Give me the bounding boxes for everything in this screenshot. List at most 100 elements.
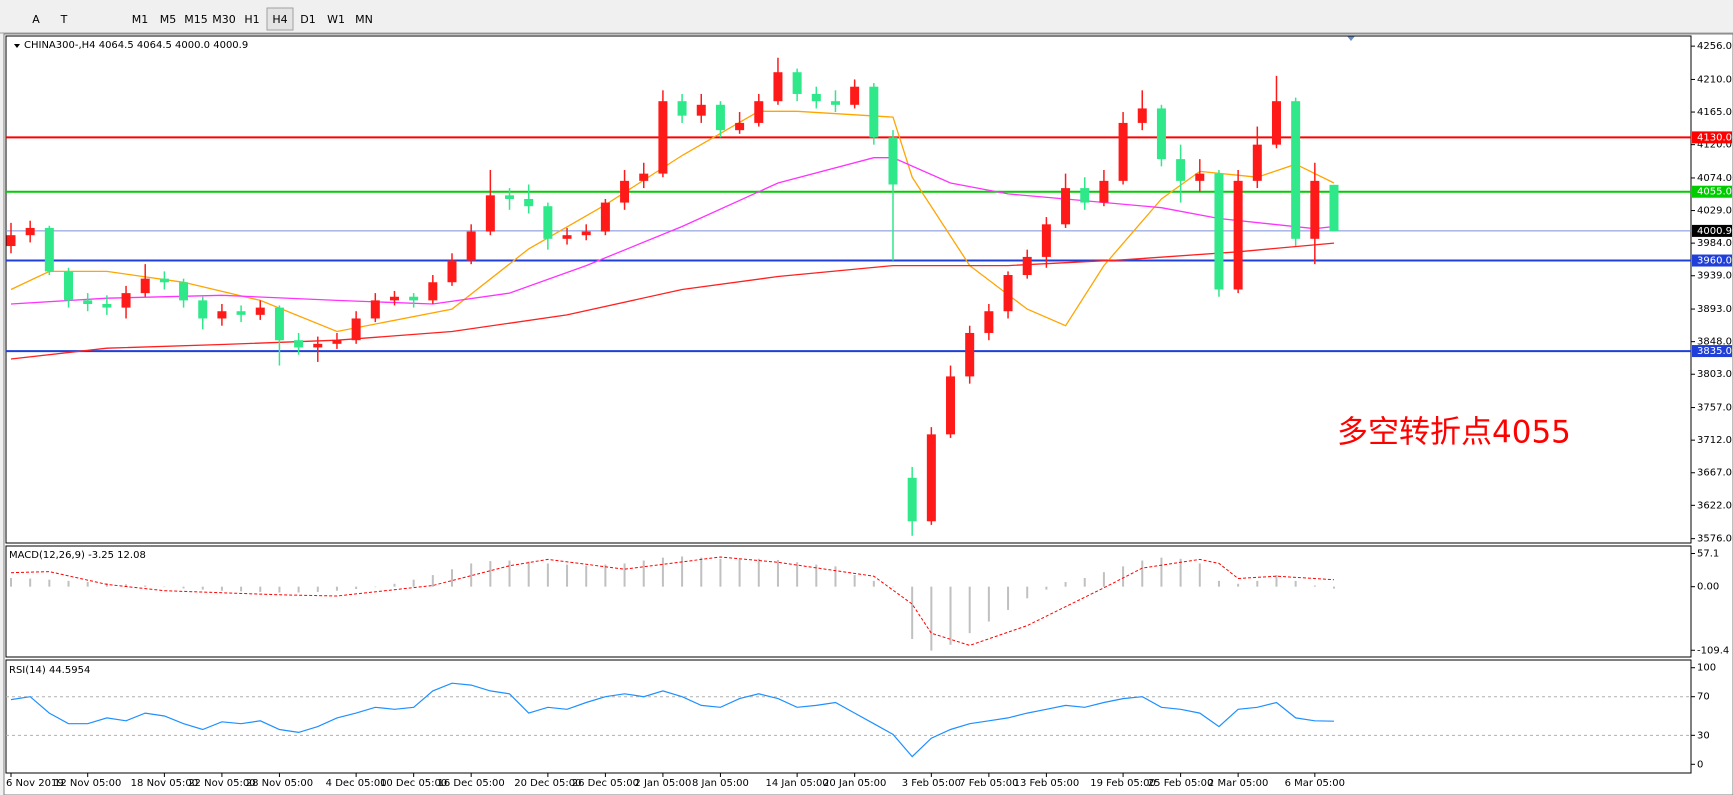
candle-body — [159, 278, 169, 283]
y-tick-label: 4210.0 — [1697, 74, 1732, 85]
tool-button[interactable]: T — [60, 13, 68, 26]
candle-body — [754, 101, 764, 123]
candle-body — [620, 180, 630, 203]
timeframe-button[interactable]: W1 — [327, 13, 345, 26]
timeframe-button[interactable]: M5 — [160, 13, 177, 26]
x-tick-label: 26 Dec 05:00 — [572, 778, 639, 789]
candle-body — [869, 86, 879, 138]
candle-body — [715, 104, 725, 131]
y-tick-label: 4074.0 — [1697, 173, 1732, 184]
macd-bar — [355, 586, 358, 590]
x-tick-label: 18 Nov 05:00 — [131, 778, 198, 789]
candle-body — [294, 340, 304, 348]
x-tick-label: 4 Dec 05:00 — [326, 778, 387, 789]
macd-bar — [949, 586, 952, 645]
y-tick-label: 70 — [1697, 692, 1710, 703]
candle-body — [351, 318, 361, 341]
x-tick-label: 20 Jan 05:00 — [823, 778, 886, 789]
candle-body — [466, 231, 476, 261]
timeframe-button[interactable]: H1 — [244, 13, 259, 26]
macd-bar — [163, 586, 166, 588]
candle-body — [677, 101, 687, 116]
timeframe-button[interactable]: MN — [355, 13, 373, 26]
candle-body — [926, 434, 936, 522]
candle-body — [792, 72, 802, 94]
candle-body — [1291, 101, 1301, 239]
y-tick-label: 3803.0 — [1697, 369, 1732, 380]
x-tick-label: 7 Feb 05:00 — [959, 778, 1018, 789]
candle-body — [1329, 184, 1339, 231]
macd-bar — [1026, 586, 1029, 599]
candle-body — [370, 300, 380, 319]
candle-body — [1156, 108, 1166, 160]
macd-signal — [10, 556, 1335, 646]
candle-body — [1233, 180, 1243, 290]
candle-body — [562, 235, 572, 239]
candle-body — [102, 303, 112, 308]
candle-body — [1061, 188, 1071, 225]
macd-bar — [566, 564, 569, 587]
y-tick-label: 3984.0 — [1697, 238, 1732, 249]
toolbar-bg — [0, 0, 1733, 33]
x-tick-label: 12 Nov 05:00 — [54, 778, 121, 789]
macd-bar — [815, 564, 818, 587]
x-tick-label: 16 Dec 05:00 — [438, 778, 505, 789]
price-level-label: 3960.0 — [1697, 256, 1732, 267]
rsi-title: RSI(14) 44.5954 — [9, 665, 90, 676]
candle-body — [332, 340, 342, 344]
candle-body — [581, 231, 591, 236]
macd-bar — [527, 561, 530, 587]
timeframe-button[interactable]: D1 — [300, 13, 315, 26]
price-level-tag — [1692, 254, 1732, 267]
macd-bar — [1256, 580, 1259, 587]
toolbar: A T M1 M5 M15 M30 H1 H4 D1 W1 MN — [32, 7, 373, 31]
x-tick-label: 13 Feb 05:00 — [1014, 778, 1080, 789]
macd-bar — [1141, 560, 1144, 587]
y-tick-label: 3757.0 — [1697, 403, 1732, 414]
moving-average — [10, 157, 1335, 305]
candle-body — [447, 260, 457, 283]
macd-bar — [585, 565, 588, 587]
candle-body — [773, 72, 783, 102]
timeframe-button[interactable]: M30 — [212, 13, 236, 26]
macd-bar — [1275, 575, 1278, 587]
tool-button[interactable]: A — [32, 13, 40, 26]
timeframe-button[interactable]: H4 — [272, 13, 287, 26]
macd-bar — [623, 563, 626, 587]
price-level-tag — [1692, 224, 1732, 237]
candle-body — [600, 202, 610, 232]
candle-body — [255, 307, 265, 315]
candle-body — [389, 296, 399, 301]
candle-body — [1310, 180, 1320, 239]
macd-bar — [738, 559, 741, 587]
candle-body — [485, 195, 495, 232]
macd-bar — [1064, 582, 1067, 587]
candle-body — [83, 300, 93, 304]
candle-body — [64, 271, 74, 301]
macd-bar — [1122, 566, 1125, 587]
candle-body — [946, 376, 956, 435]
candle-body — [1118, 122, 1128, 181]
x-tick-label: 6 Mar 05:00 — [1285, 778, 1345, 789]
macd-bar — [125, 584, 128, 587]
candle-body — [543, 206, 553, 239]
y-tick-label: 57.1 — [1697, 548, 1719, 559]
candle-body — [984, 311, 994, 333]
price-level-label: 4000.9 — [1697, 226, 1732, 237]
macd-bar — [374, 586, 377, 588]
timeframe-button[interactable]: M1 — [132, 13, 149, 26]
candle-body — [696, 104, 706, 116]
macd-bar — [278, 586, 281, 593]
timeframe-button[interactable]: M15 — [184, 13, 208, 26]
x-tick-label: 8 Jan 05:00 — [692, 778, 749, 789]
candle-body — [965, 332, 975, 377]
candle-body — [428, 282, 438, 301]
macd-bar — [681, 556, 684, 587]
macd-bar — [335, 586, 338, 591]
candle-body — [179, 282, 189, 301]
macd-bar — [834, 566, 837, 587]
y-tick-label: 0 — [1697, 759, 1703, 770]
rsi-line — [10, 682, 1335, 758]
y-tick-label: 4120.0 — [1697, 140, 1732, 151]
